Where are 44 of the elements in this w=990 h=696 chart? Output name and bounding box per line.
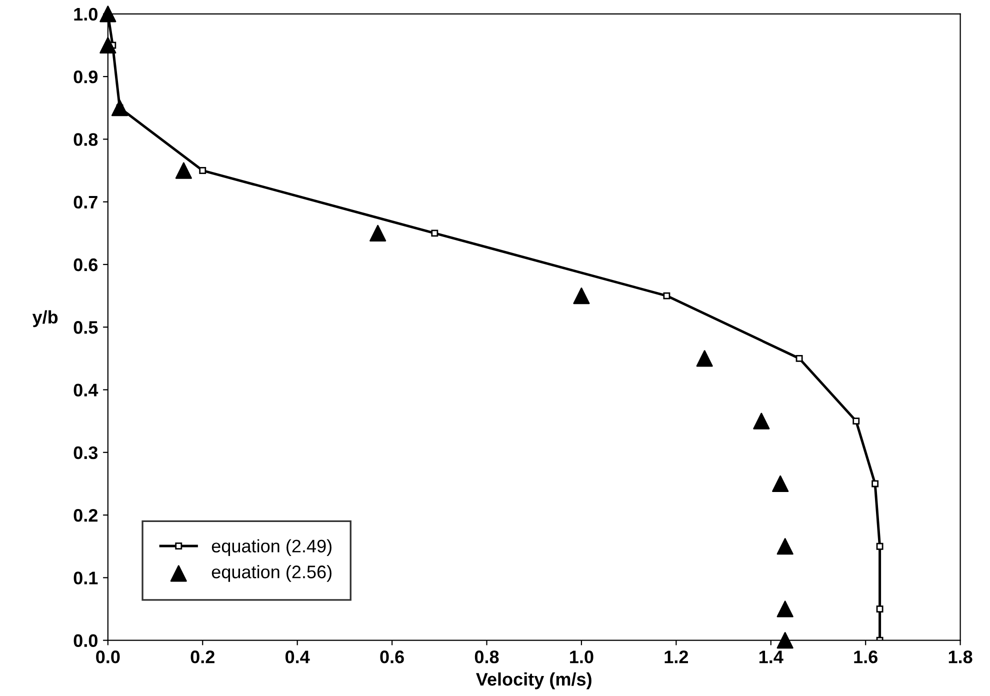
x-tick-label: 1.4 bbox=[759, 650, 784, 664]
y-tick-label: 0.9 bbox=[74, 70, 98, 84]
point bbox=[431, 230, 438, 237]
x-tick-label: 0.2 bbox=[190, 650, 214, 664]
point bbox=[796, 354, 803, 362]
x-tick-label: 1.6 bbox=[854, 650, 878, 664]
point bbox=[876, 542, 884, 550]
x-tick-label: 0.8 bbox=[474, 650, 499, 664]
y-tick-label: 0.3 bbox=[74, 446, 98, 460]
x-tick-label: 1.0 bbox=[570, 650, 594, 664]
point bbox=[100, 36, 116, 54]
x-tick-label: 0.6 bbox=[380, 650, 404, 664]
point bbox=[370, 224, 386, 242]
point bbox=[753, 412, 770, 430]
y-tick-label: 0.5 bbox=[74, 321, 98, 334]
y-tick-label: 0.7 bbox=[74, 196, 98, 209]
point bbox=[663, 292, 670, 300]
x-tick-label: 1.8 bbox=[948, 650, 972, 664]
x-tick-label: 0.4 bbox=[285, 650, 310, 664]
y-tick-label: 0.6 bbox=[74, 258, 98, 272]
y-axis-title: y/b bbox=[32, 310, 58, 328]
point bbox=[876, 606, 884, 612]
y-tick-label: 1.0 bbox=[74, 8, 98, 21]
point bbox=[772, 475, 789, 492]
y-tick-label: 0.1 bbox=[74, 572, 98, 584]
point bbox=[199, 167, 206, 174]
legend-label: equation (2.49) bbox=[212, 539, 332, 556]
x-tick-label: 0.0 bbox=[96, 650, 120, 664]
point bbox=[872, 480, 879, 488]
point bbox=[100, 6, 116, 22]
x-axis-title: Velocity (m/s) bbox=[476, 672, 592, 690]
point bbox=[776, 600, 794, 618]
point bbox=[573, 288, 590, 304]
legend-label: equation (2.56) bbox=[212, 565, 332, 582]
point bbox=[852, 418, 860, 425]
y-tick-label: 0.0 bbox=[74, 634, 98, 648]
point bbox=[776, 632, 794, 649]
y-tick-label: 0.8 bbox=[74, 133, 98, 146]
x-tick-label: 1.2 bbox=[664, 650, 688, 664]
point bbox=[175, 162, 192, 179]
y-tick-label: 0.2 bbox=[74, 508, 98, 522]
y-tick-label: 0.4 bbox=[74, 384, 98, 396]
point bbox=[776, 538, 794, 555]
point bbox=[696, 350, 713, 367]
